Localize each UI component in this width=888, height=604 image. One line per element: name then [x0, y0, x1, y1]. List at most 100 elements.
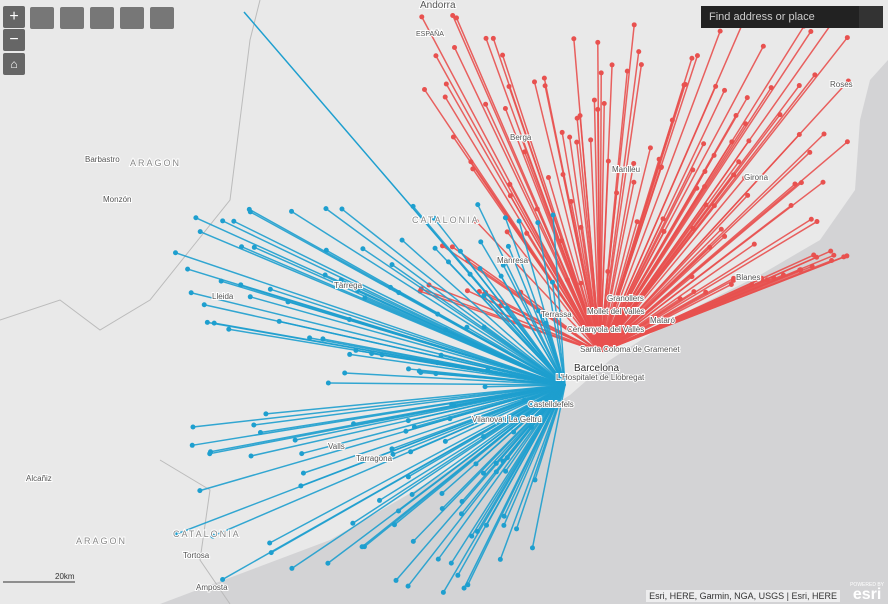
flow-line [453, 47, 601, 353]
flow-end [605, 158, 611, 164]
place-label: ESPAÑA [416, 29, 444, 38]
flow-end [511, 429, 517, 435]
flow-end [844, 139, 850, 145]
flow-end [442, 94, 448, 100]
flows [173, 11, 851, 595]
flow-line [507, 246, 566, 386]
esri-logo: POWERED BY esri [850, 582, 884, 603]
flow-end [788, 203, 794, 209]
flow-end [631, 160, 637, 166]
flow-end [549, 279, 555, 285]
flow-end [440, 589, 446, 595]
flow-end [481, 470, 487, 476]
flow-line [454, 384, 566, 407]
flow-end [173, 531, 179, 537]
flow-end [722, 87, 728, 93]
basemap-button[interactable] [60, 7, 84, 29]
flow-end [535, 220, 541, 226]
place-label: Santa Coloma de Gramenet [580, 345, 680, 354]
flow-end [634, 219, 640, 225]
flow-end [820, 179, 826, 185]
flow-end [682, 81, 688, 87]
flow-line [502, 264, 566, 386]
flow-end [473, 461, 479, 467]
flow-end [658, 164, 664, 170]
flow-end [808, 28, 814, 34]
flow-end [524, 230, 530, 236]
flow-end [636, 49, 642, 55]
flow-end [347, 351, 353, 357]
flow-end [246, 206, 252, 212]
flow-end [534, 206, 540, 212]
place-label: Alcañiz [26, 474, 52, 483]
place-label: Barcelona [574, 363, 619, 374]
flow-line [414, 384, 566, 428]
flow-end [845, 78, 851, 84]
zoom-in[interactable]: + [3, 6, 25, 28]
flow-end [571, 36, 577, 42]
zoom-out[interactable]: − [3, 29, 25, 51]
flow-end [173, 250, 179, 256]
brand: esri [852, 586, 882, 603]
scale-label: 20km [55, 572, 75, 581]
flow-line [421, 16, 601, 353]
flow-end [828, 248, 834, 254]
flow-end [450, 12, 456, 18]
measure-button[interactable] [150, 7, 174, 29]
flow-end [289, 565, 295, 571]
flow-line [599, 183, 796, 353]
flow-end [409, 492, 415, 498]
flow-line [175, 252, 566, 386]
flow-end [718, 226, 724, 232]
flow-line [291, 210, 566, 386]
flow-end [477, 265, 483, 271]
flow-line [401, 239, 566, 386]
flow-end [733, 113, 739, 119]
flow-end [574, 115, 580, 121]
flow-end [811, 252, 817, 258]
flow-line [441, 384, 566, 510]
print-button[interactable] [30, 7, 54, 29]
flow-end [631, 179, 637, 185]
place-label: Manresa [497, 256, 529, 265]
flow-end [268, 550, 274, 556]
flow-end [448, 560, 454, 566]
flow-end [796, 131, 802, 137]
flow-line [599, 147, 652, 353]
flow-line [279, 320, 566, 386]
search-box[interactable]: Find address or place [701, 6, 859, 28]
flow-line [508, 86, 601, 353]
flow-end [443, 81, 449, 87]
flow-end [405, 583, 411, 589]
flow-line [599, 243, 755, 353]
flow-end [263, 411, 269, 417]
attribution: Esri, HERE, Garmin, NGA, USGS | Esri, HE… [646, 590, 840, 602]
place-labels: Andorra ESPAÑA Barbastro ARAGON Monzón C… [25, 0, 854, 593]
flow-end [339, 206, 345, 212]
locate-button[interactable] [120, 7, 144, 29]
flow-line [243, 11, 566, 386]
place-label: Girona [744, 173, 769, 182]
flow-end [410, 538, 416, 544]
flow-end [541, 75, 547, 81]
flow-end [468, 159, 474, 165]
flow-end [342, 370, 348, 376]
flow-line [599, 227, 694, 353]
flow-line [190, 291, 566, 386]
place-label: Terrassa [541, 310, 572, 319]
flow-end [722, 233, 728, 239]
flow-line [599, 254, 815, 353]
flow-line [599, 161, 610, 353]
flow-end [638, 62, 644, 68]
flow-line [395, 384, 566, 581]
flow-end [405, 474, 411, 480]
search-button[interactable] [859, 6, 883, 28]
border [0, 0, 261, 331]
flow-end [449, 244, 455, 250]
flow-line [434, 247, 566, 386]
flow-line [479, 268, 566, 386]
flow-end [540, 313, 546, 319]
flow-end [483, 35, 489, 41]
layers-button[interactable] [90, 7, 114, 29]
home-button[interactable]: ⌂ [3, 53, 25, 75]
